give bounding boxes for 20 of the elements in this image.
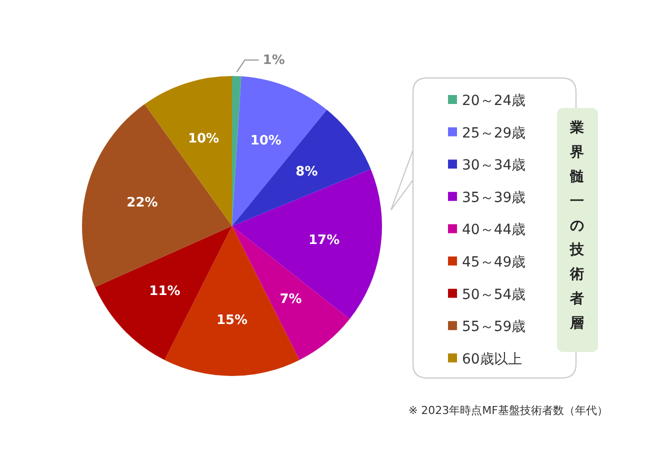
legend-label: 50～54歳	[462, 286, 526, 303]
data-label: 17%	[308, 232, 340, 248]
legend-label: 25～29歳	[462, 125, 526, 142]
legend-label: 55～59歳	[462, 319, 526, 336]
legend-label: 45～49歳	[462, 254, 526, 270]
legend-label: 20～24歳	[462, 93, 526, 109]
data-label: 1%	[262, 53, 285, 68]
legend-label: 40～44歳	[462, 222, 526, 238]
data-label: 22%	[126, 196, 158, 211]
text: ※ 2023年時点MF基盤技術者数（年代）	[408, 404, 608, 417]
legend-label: 60歳以上	[462, 351, 522, 368]
data-label: 10%	[250, 133, 282, 148]
text: 業界髄一の技術者層	[570, 120, 584, 332]
data-label: 10%	[188, 131, 220, 146]
legend-label: 30～34歳	[462, 158, 526, 174]
legend-label: 35～39歳	[462, 190, 526, 206]
data-label: 7%	[280, 292, 302, 308]
data-label: 15%	[216, 313, 248, 328]
data-label: 8%	[296, 164, 318, 180]
data-label: 11%	[149, 284, 180, 300]
